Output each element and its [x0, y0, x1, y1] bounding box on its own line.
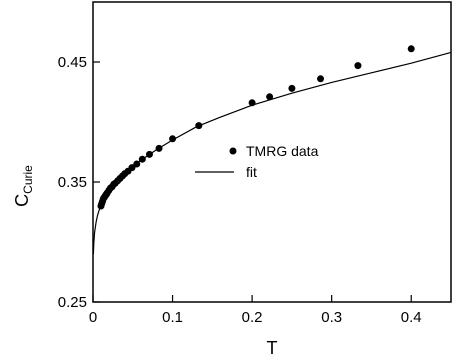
- x-tick-label: 0.1: [162, 309, 183, 326]
- legend: TMRG data fit: [195, 143, 319, 180]
- data-point: [138, 155, 146, 163]
- data-point: [169, 135, 177, 143]
- y-tick-label: 0.35: [58, 174, 87, 191]
- y-axis-title-subscript: Curie: [21, 165, 35, 194]
- data-point: [128, 164, 136, 172]
- plot-frame: [92, 1, 452, 303]
- x-tick-label: 0.3: [321, 309, 342, 326]
- y-axis-ticks: 0.25 0.35 0.45: [58, 54, 100, 311]
- y-axis-title-main: C: [12, 194, 32, 207]
- x-axis-ticks: 0 0.1 0.2 0.3 0.4: [89, 295, 422, 326]
- data-point: [195, 122, 203, 130]
- y-tick-label: 0.45: [58, 54, 87, 71]
- legend-dot-marker: [229, 147, 237, 155]
- data-point: [248, 99, 256, 107]
- legend-label-fit: fit: [246, 164, 257, 180]
- x-axis-title: T: [267, 338, 278, 358]
- data-point: [354, 62, 362, 70]
- data-point: [266, 93, 274, 101]
- data-point: [407, 45, 415, 53]
- data-point: [317, 75, 325, 83]
- data-point: [145, 150, 153, 158]
- y-axis-title: CCurie: [12, 165, 35, 207]
- data-points: [97, 45, 415, 210]
- data-point: [155, 144, 163, 152]
- x-tick-label: 0.2: [242, 309, 263, 326]
- data-point: [133, 160, 141, 168]
- data-point: [288, 84, 296, 92]
- legend-label-data: TMRG data: [246, 143, 319, 159]
- y-tick-label: 0.25: [58, 294, 87, 311]
- x-tick-label: 0: [89, 309, 97, 326]
- x-tick-label: 0.4: [401, 309, 422, 326]
